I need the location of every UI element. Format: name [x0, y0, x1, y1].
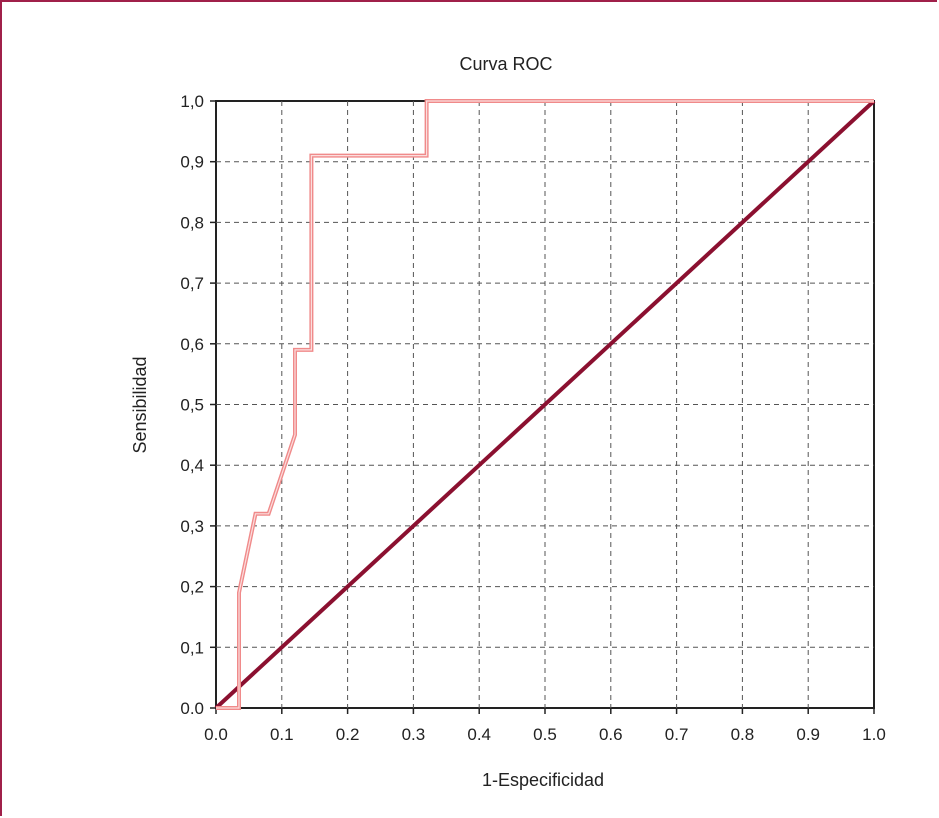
- x-tick-label: 0.2: [336, 725, 360, 744]
- y-tick-label: 0,7: [180, 274, 204, 293]
- x-tick-label: 1.0: [862, 725, 886, 744]
- x-axis-label: 1-Especificidad: [482, 770, 604, 790]
- series-line-roc-highlight: [216, 100, 874, 709]
- series-line-reference: [214, 99, 876, 710]
- x-tick-label: 0.6: [599, 725, 623, 744]
- x-tick-label: 0.0: [204, 725, 228, 744]
- x-tick-label: 0.8: [731, 725, 755, 744]
- y-axis-label: Sensibilidad: [130, 356, 150, 453]
- y-tick-label: 0,4: [180, 456, 204, 475]
- x-tick-label: 0.4: [467, 725, 491, 744]
- y-axis-ticks: 0.0 0,1 0,2 0,3 0,4 0,5 0,6 0,7 0,8 0,9 1,0: [180, 92, 216, 718]
- y-tick-label: 0,5: [180, 396, 204, 415]
- x-tick-label: 0.7: [665, 725, 689, 744]
- y-tick-label: 0,6: [180, 335, 204, 354]
- grid-lines: [216, 101, 874, 708]
- y-tick-label: 0.0: [180, 699, 204, 718]
- x-axis-ticks: 0.0 0.1 0.2 0.3 0.4 0.5 0.6 0.7 0.8 0.9 1.0: [204, 708, 886, 744]
- x-tick-label: 0.9: [796, 725, 820, 744]
- y-tick-label: 0,1: [180, 638, 204, 657]
- x-tick-label: 0.1: [270, 725, 294, 744]
- x-tick-label: 0.3: [402, 725, 426, 744]
- y-tick-label: 0,2: [180, 578, 204, 597]
- y-tick-label: 0,3: [180, 517, 204, 536]
- y-tick-label: 0,8: [180, 213, 204, 232]
- x-tick-label: 0.5: [533, 725, 557, 744]
- y-tick-label: 0,9: [180, 153, 204, 172]
- chart-title: Curva ROC: [459, 54, 552, 74]
- y-tick-label: 1,0: [180, 92, 204, 111]
- series-layer: [214, 99, 876, 710]
